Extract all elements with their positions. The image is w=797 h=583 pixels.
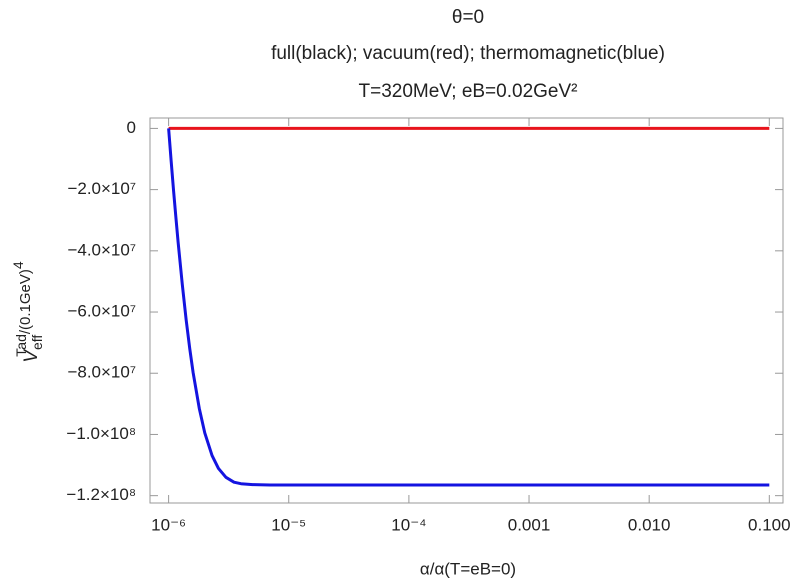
- y-label-main: V: [21, 348, 42, 363]
- y-tick-label: −1.2×10⁸: [66, 485, 136, 504]
- chart-subtitle: full(black); vacuum(red); thermomagnetic…: [271, 43, 665, 64]
- y-label-sup: Tad: [13, 334, 29, 357]
- y-tick-label: −6.0×10⁷: [67, 302, 136, 321]
- y-tick-label: 0: [127, 118, 136, 137]
- x-axis-label: α/α(T=eB=0): [420, 559, 516, 578]
- x-tick-label: 0.010: [628, 515, 671, 534]
- x-tick-label: 0.001: [508, 515, 551, 534]
- series-line: [167, 128, 770, 487]
- x-tick-label: 10⁻⁶: [151, 515, 186, 534]
- y-tick-label: −1.0×10⁸: [66, 424, 136, 443]
- y-axis-label: VeffTad/(0.1GeV)4: [10, 261, 45, 363]
- y-label-exp: 4: [10, 261, 26, 269]
- y-tick-label: −4.0×10⁷: [67, 240, 136, 259]
- x-tick-label: 0.100: [748, 515, 791, 534]
- y-tick-label: −8.0×10⁷: [67, 363, 136, 382]
- y-tick-label: −2.0×10⁷: [67, 179, 136, 198]
- plot-frame: [149, 117, 784, 504]
- chart-title: θ=0: [452, 7, 484, 28]
- x-tick-label: 10⁻⁴: [391, 515, 426, 534]
- chart-subtitle: T=320MeV; eB=0.02GeV²: [359, 81, 578, 102]
- y-label-rest: /(0.1GeV): [17, 269, 34, 334]
- y-label-sub: eff: [29, 335, 45, 350]
- x-tick-label: 10⁻⁵: [271, 515, 306, 534]
